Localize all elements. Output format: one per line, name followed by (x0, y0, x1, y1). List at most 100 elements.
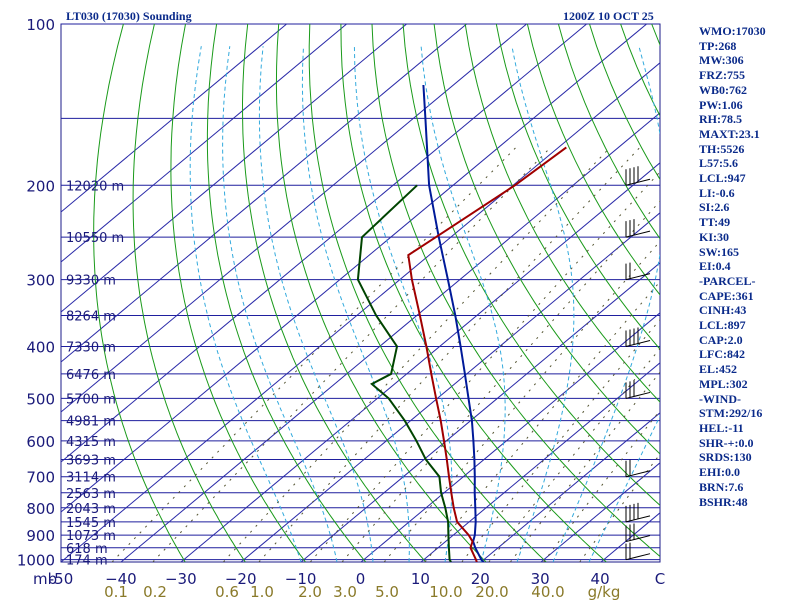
isotherm-line (300, 262, 660, 562)
mixing-ratio-line (223, 147, 611, 562)
mixing-ratio-tick-label: 3.0 (333, 583, 357, 600)
mixing-ratio-line (461, 318, 660, 562)
stat-line: MW:306 (699, 53, 744, 68)
stat-line: HEL:-11 (699, 420, 744, 435)
temperature-tick-label: −40 (105, 570, 137, 588)
pressure-axis-label: mb (33, 570, 57, 588)
dry-adiabat (526, 24, 660, 296)
dry-adiabat (464, 24, 660, 403)
stat-line: CAP:2.0 (699, 332, 743, 347)
mixing-ratio-line (258, 147, 641, 562)
isotherm-line (420, 362, 660, 562)
height-label: 1073 m (66, 529, 116, 544)
mixing-ratio-tick-label: 40.0 (531, 583, 564, 600)
dry-adiabat (402, 24, 660, 507)
pressure-tick-label: 600 (26, 433, 55, 451)
temperature-trace (407, 146, 567, 562)
dry-adiabat (371, 24, 660, 558)
stat-line: -PARCEL- (699, 273, 756, 288)
stat-line: EI:0.4 (699, 259, 731, 274)
dry-adiabat (275, 24, 487, 562)
pressure-tick-label: 300 (26, 272, 55, 290)
height-label: 10550 m (66, 231, 124, 246)
moist-adiabat (353, 46, 453, 562)
height-label: 4315 m (66, 435, 116, 450)
temperature-tick-label: −30 (165, 570, 197, 588)
pressure-tick-label: 800 (26, 500, 55, 518)
dry-adiabat (93, 24, 186, 562)
pressure-tick-label: 500 (26, 390, 55, 408)
stat-line: FRZ:755 (699, 68, 745, 83)
temperature-tick-label: C (655, 570, 665, 588)
mixing-ratio-tick-label: 1.0 (250, 583, 274, 600)
pressure-tick-label: 700 (26, 469, 55, 487)
dry-adiabat (433, 24, 660, 455)
dewpoint-trace (356, 184, 452, 562)
temperature-tick-label: 0 (356, 570, 366, 588)
mixing-ratio-tick-label: 0.2 (143, 583, 167, 600)
isotherm-line (61, 24, 347, 263)
stat-line: TT:49 (699, 215, 731, 230)
mixing-ratio-tick-label: 10.0 (429, 583, 462, 600)
temperature-tick-label: 20 (471, 570, 490, 588)
stat-line: RH:78.5 (699, 112, 742, 127)
height-label: 174 m (66, 554, 108, 569)
height-label: 5700 m (66, 392, 116, 407)
sounding-traces (356, 84, 567, 562)
stat-line: EHI:0.0 (699, 465, 741, 480)
station-title: LT030 (17030) Sounding (66, 9, 192, 23)
pressure-tick-label: 900 (26, 527, 55, 545)
temperature-tick-label: 30 (531, 570, 550, 588)
temperature-tick-label: 40 (591, 570, 610, 588)
valid-time: 1200Z 10 OCT 25 (563, 9, 654, 23)
dry-adiabat (241, 24, 427, 562)
height-label: 8264 m (66, 309, 116, 324)
stat-line: KI:30 (699, 229, 729, 244)
height-label: 12020 m (66, 179, 124, 194)
moist-adiabat (511, 46, 575, 562)
parcel-trace (422, 84, 485, 562)
pressure-tick-label: 400 (26, 339, 55, 357)
stat-line: BRN:7.6 (699, 479, 744, 494)
stability-indices-panel: WMO:17030 TP:268 MW:306 FRZ:755 WB0:762 PW:1.… (699, 24, 799, 509)
height-label: 7330 m (66, 341, 116, 356)
stat-line: -WIND- (699, 391, 741, 406)
height-label: 6476 m (66, 368, 116, 383)
height-label: 3693 m (66, 453, 116, 468)
height-label: 618 m (66, 542, 108, 557)
height-label: 4981 m (66, 415, 116, 430)
temperature-tick-label: −20 (225, 570, 257, 588)
background-grid (61, 24, 660, 562)
moist-adiabat (552, 46, 660, 562)
stat-line: LI:-0.6 (699, 185, 735, 200)
stat-line: STM:292/16 (699, 406, 763, 421)
stat-line: LCL:897 (699, 318, 746, 333)
height-label: 3114 m (66, 471, 116, 486)
isotherm-line (480, 412, 660, 562)
isotherm-line (240, 212, 660, 562)
stat-line: TH:5526 (699, 141, 745, 156)
dry-adiabat (206, 24, 367, 562)
plot-frame (60, 23, 661, 563)
moist-adiabat (222, 46, 338, 562)
dry-adiabat (495, 24, 660, 350)
mixing-ratio-line (383, 240, 660, 562)
wind-barbs (625, 166, 651, 561)
height-label: 1545 m (66, 516, 116, 531)
temperature-tick-label: −10 (285, 570, 317, 588)
isotherm-line (360, 312, 660, 562)
isotherm-line (180, 162, 660, 562)
moist-adiabat (420, 46, 506, 562)
isotherm-line (61, 24, 587, 463)
mixing-ratio-tick-label: 5.0 (375, 583, 399, 600)
stat-line: EL:452 (699, 362, 738, 377)
stat-line: LFC:842 (699, 347, 745, 362)
pressure-tick-label: 100 (26, 16, 55, 34)
moist-adiabat (301, 46, 410, 562)
dry-adiabat (308, 24, 547, 562)
isotherm-line (61, 24, 287, 213)
isotherm-line (61, 24, 527, 413)
mixing-ratio-tick-label: g/kg (588, 583, 621, 600)
stat-line: MAXT:23.1 (699, 126, 760, 141)
